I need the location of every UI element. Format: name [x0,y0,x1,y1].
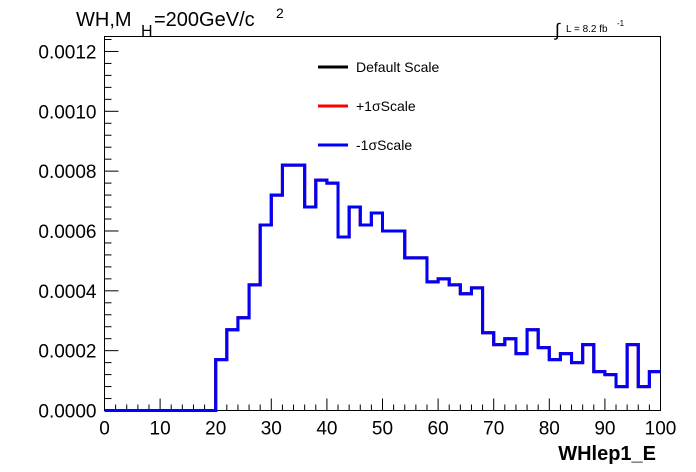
legend: Default Scale +1σScale -1σScale [318,59,439,153]
y-tick-label: 0.0012 [38,42,96,63]
x-tick-label: 100 [645,419,677,440]
x-tick-label: 90 [594,419,615,440]
y-tick-label: 0.0010 [38,102,96,123]
chart-title-main: WH,M [76,9,132,31]
series-group [104,163,661,412]
y-tick-label: 0.0002 [38,342,96,363]
x-axis-label: WHlep1_E [558,443,656,465]
lumi-text: L = 8.2 fb [566,24,608,35]
axes: 0 10 20 30 40 50 60 70 80 90 100 0.0000 0.0002 0.0004… [38,38,677,440]
y-tick-label: 0.0008 [38,162,96,183]
chart-title: WH,M H =200GeV/c 2 [76,5,284,40]
legend-label: +1σScale [356,98,416,114]
x-tick-label: 10 [150,419,171,440]
legend-label: -1σScale [356,137,412,153]
x-tick-label: 0 [99,419,110,440]
x-tick-label: 70 [483,419,504,440]
chart-title-rest: =200GeV/c [154,9,255,31]
x-tick-label: 30 [261,419,282,440]
series-line-3 [104,163,661,412]
x-tick-label: 20 [205,419,226,440]
y-tick-label: 0.0006 [38,222,96,243]
chart-title-subscript: H [141,23,153,40]
chart-title-superscript: 2 [276,5,284,21]
x-tick-label: 50 [372,419,393,440]
y-tick-label: 0.0004 [38,282,97,303]
series-line-2 [104,163,661,412]
y-tick-label: 0.0000 [38,402,96,423]
lumi-integral: ∫ [553,20,561,40]
lumi-superscript: -1 [617,19,625,28]
lumi-label: ∫ L = 8.2 fb -1 [553,19,625,40]
x-tick-label: 40 [316,419,337,440]
x-tick-label: 80 [539,419,560,440]
x-tick-label: 60 [428,419,449,440]
legend-label: Default Scale [356,59,439,75]
series-line-1 [104,163,661,412]
